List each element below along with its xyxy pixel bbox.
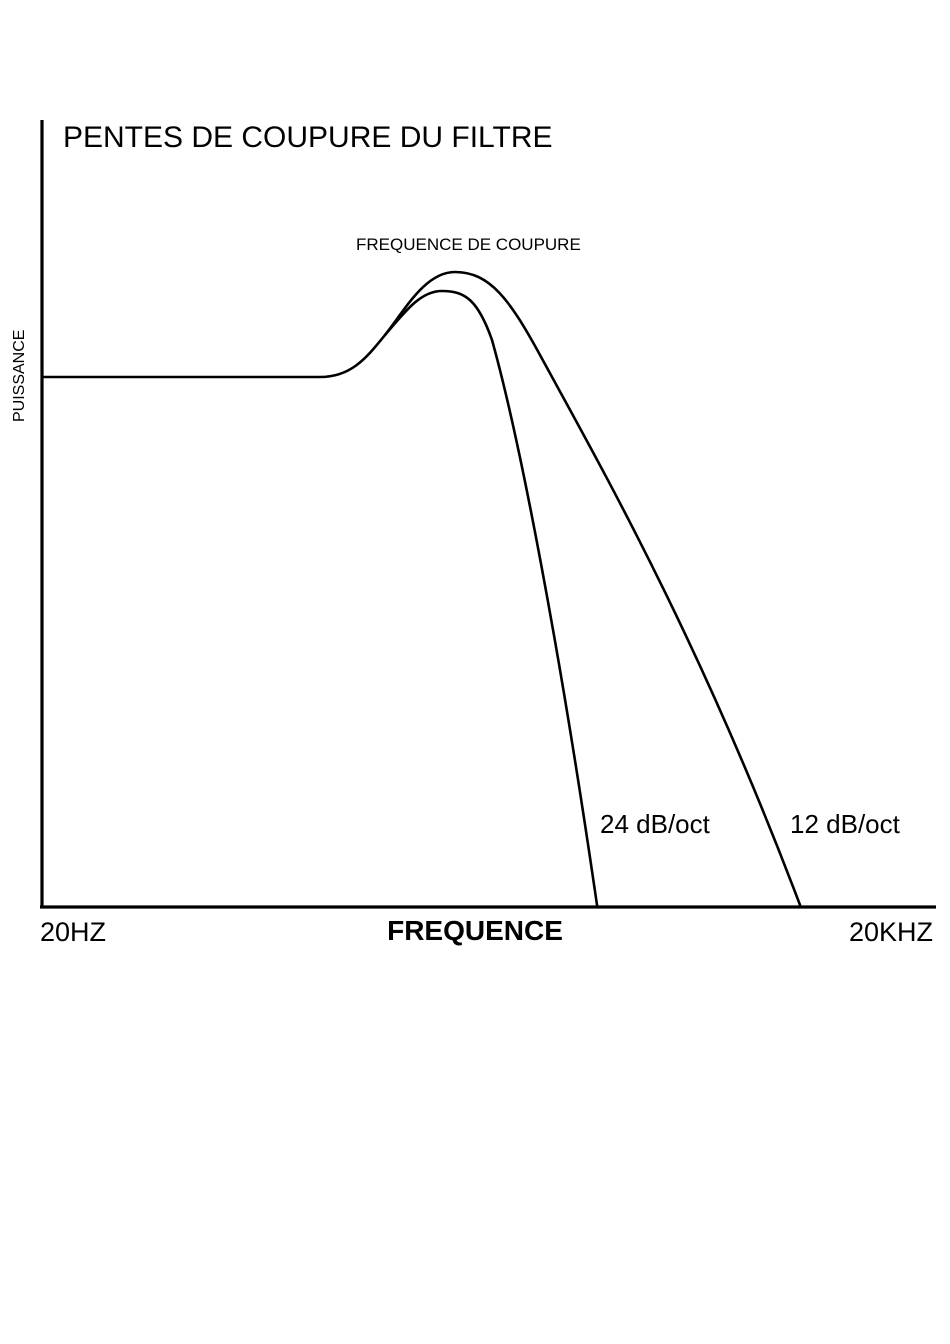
cutoff-frequency-annotation: FREQUENCE DE COUPURE <box>356 235 581 254</box>
curve-12db-oct <box>42 270 802 907</box>
slope-label-24db: 24 dB/oct <box>600 809 711 839</box>
x-axis-start-label: 20HZ <box>40 917 106 947</box>
curve-24db-oct <box>383 289 599 907</box>
y-axis-label: PUISSANCE <box>11 330 28 422</box>
diagram-title: PENTES DE COUPURE DU FILTRE <box>63 121 553 154</box>
x-axis-end-label: 20KHZ <box>849 917 933 947</box>
slope-label-12db: 12 dB/oct <box>790 809 901 839</box>
x-axis-label: FREQUENCE <box>387 915 563 946</box>
